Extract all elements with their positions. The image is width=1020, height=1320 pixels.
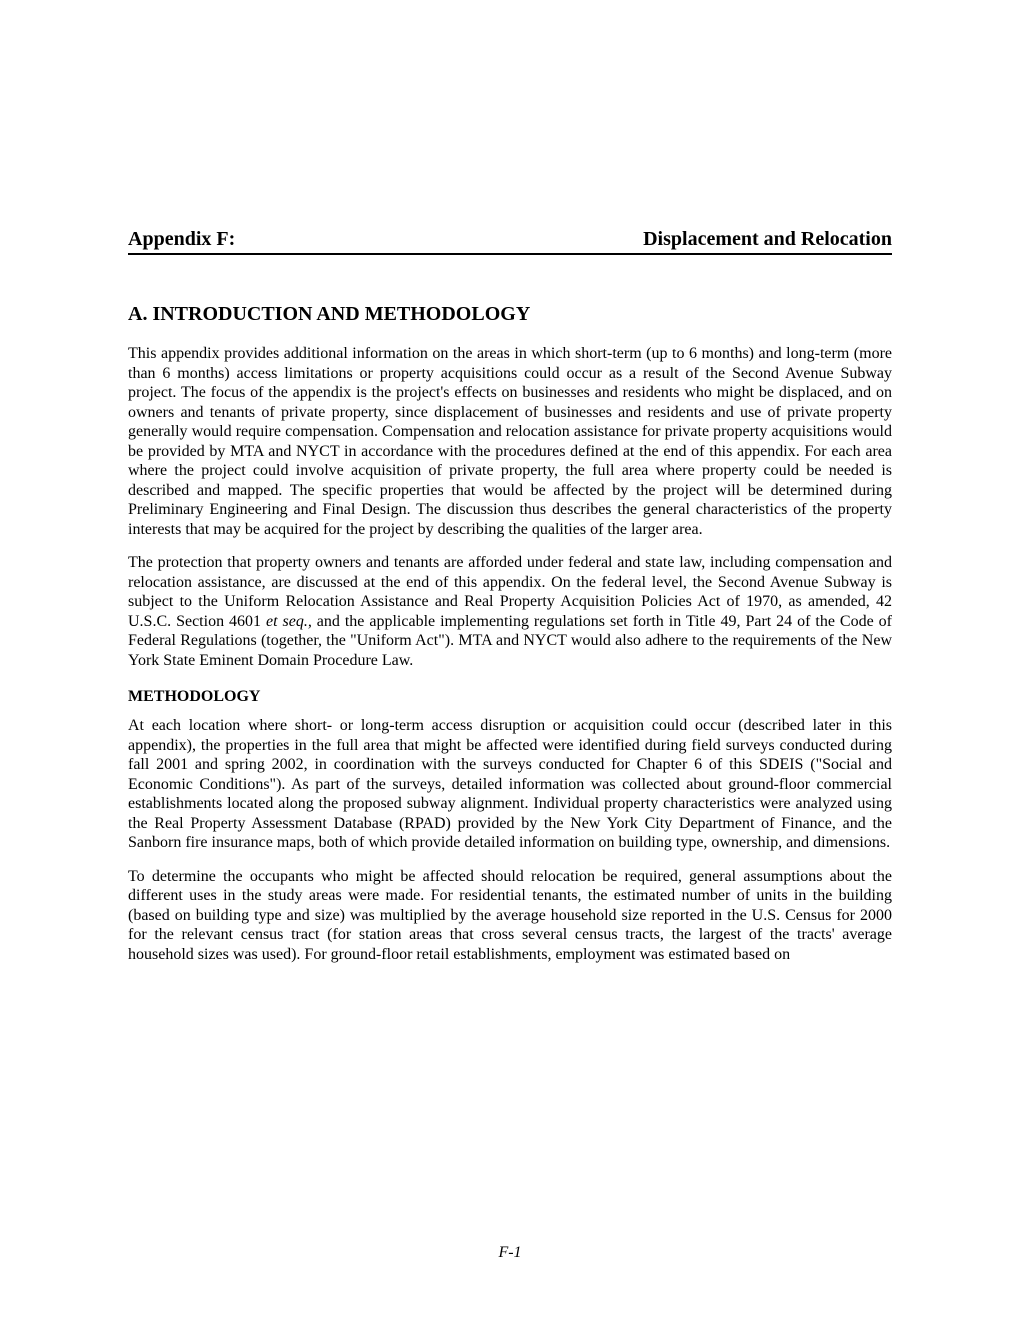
intro-para-2: The protection that property owners and … [128,553,892,670]
appendix-label: Appendix F: [128,228,235,251]
appendix-title: Displacement and Relocation [643,228,892,251]
methodology-heading: METHODOLOGY [128,688,892,706]
methodology-para-1: At each location where short- or long-te… [128,716,892,853]
intro-para-1: This appendix provides additional inform… [128,344,892,539]
et-seq-italic: et seq., [266,613,312,630]
methodology-para-2: To determine the occupants who might be … [128,867,892,965]
appendix-header: Appendix F: Displacement and Relocation [128,228,892,255]
page-number: F-1 [0,1244,1020,1262]
section-a-heading: A. INTRODUCTION AND METHODOLOGY [128,303,892,326]
